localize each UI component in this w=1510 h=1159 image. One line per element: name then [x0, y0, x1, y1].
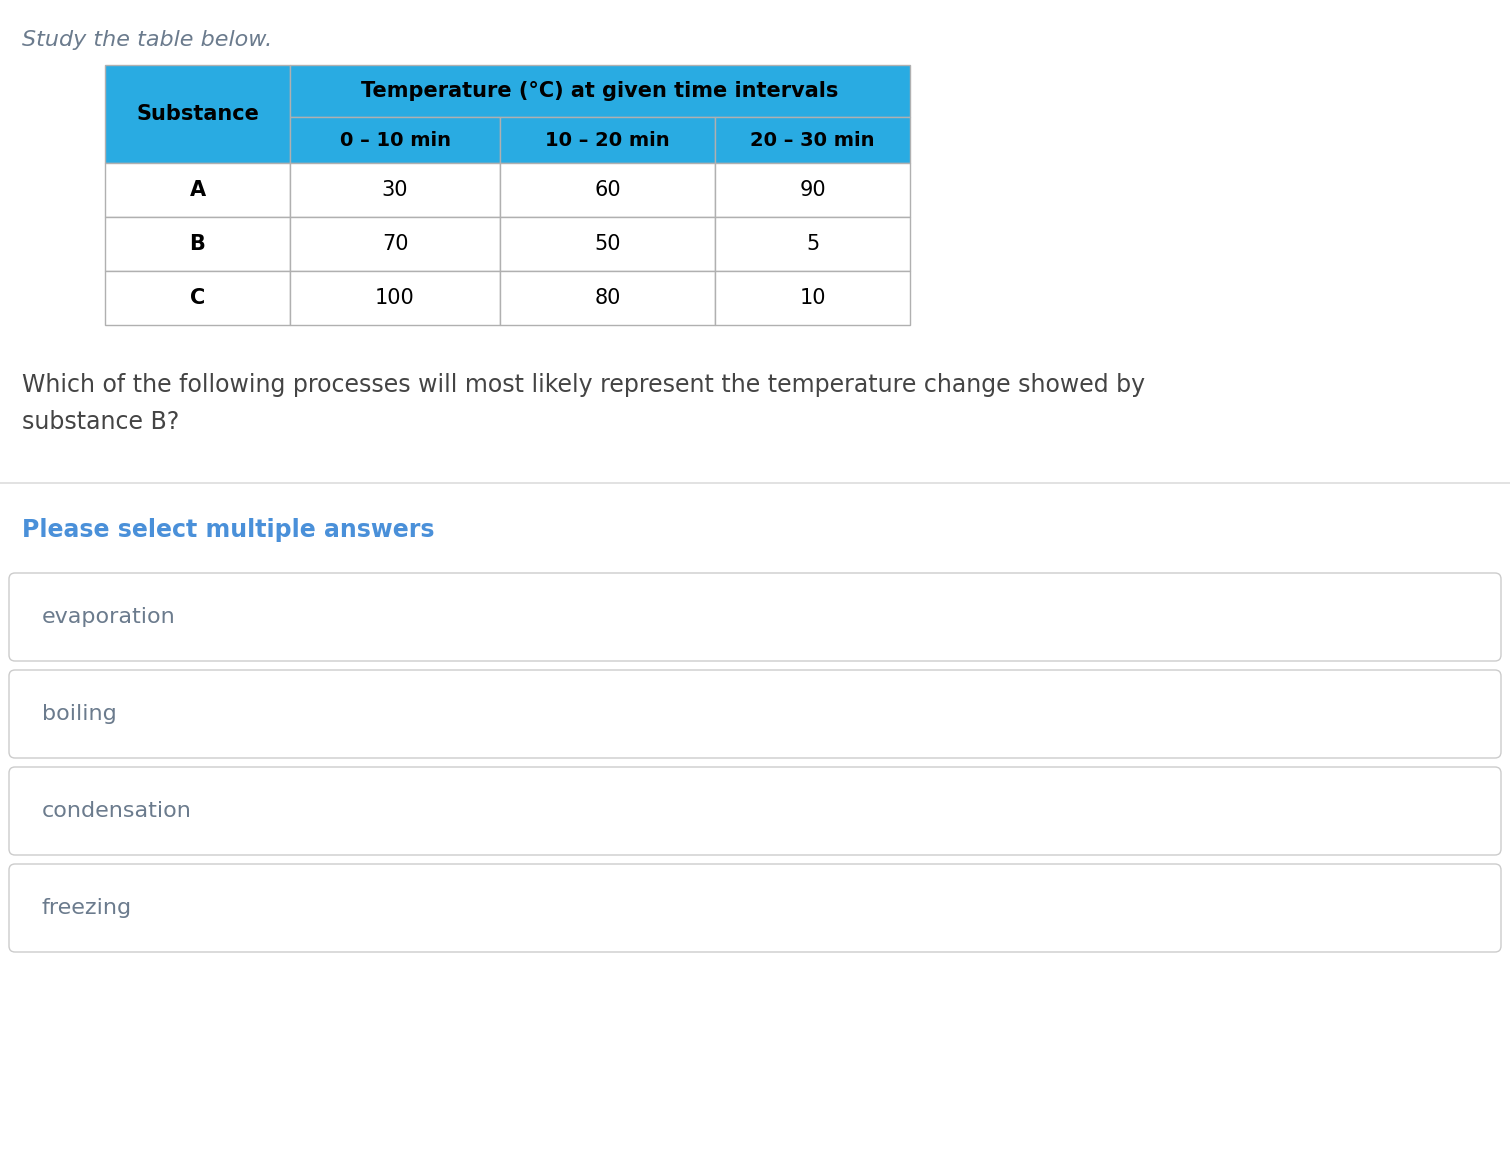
Text: 100: 100 — [374, 287, 415, 308]
Bar — [290, 117, 500, 163]
Text: 60: 60 — [595, 180, 621, 201]
Bar — [500, 163, 716, 217]
Text: freezing: freezing — [42, 898, 133, 918]
Text: 0 – 10 min: 0 – 10 min — [340, 131, 450, 150]
Bar — [716, 163, 911, 217]
Bar — [106, 217, 290, 271]
Bar — [500, 271, 716, 325]
Bar — [716, 117, 911, 163]
Text: Temperature (°C) at given time intervals: Temperature (°C) at given time intervals — [361, 81, 838, 101]
Text: boiling: boiling — [42, 704, 116, 724]
Text: C: C — [190, 287, 205, 308]
FancyBboxPatch shape — [9, 670, 1501, 758]
FancyBboxPatch shape — [9, 573, 1501, 661]
Bar — [500, 117, 716, 163]
Bar — [500, 217, 716, 271]
Bar — [106, 65, 290, 163]
Text: 80: 80 — [595, 287, 621, 308]
Text: 10 – 20 min: 10 – 20 min — [545, 131, 670, 150]
Bar — [716, 217, 911, 271]
Text: 5: 5 — [806, 234, 818, 254]
Text: Which of the following processes will most likely represent the temperature chan: Which of the following processes will mo… — [23, 373, 1145, 435]
Bar — [290, 271, 500, 325]
Bar — [716, 271, 911, 325]
Text: 10: 10 — [799, 287, 826, 308]
Text: Substance: Substance — [136, 104, 258, 124]
Text: Please select multiple answers: Please select multiple answers — [23, 518, 435, 542]
Bar — [290, 163, 500, 217]
Text: condensation: condensation — [42, 801, 192, 821]
Bar — [290, 65, 911, 117]
Text: A: A — [189, 180, 205, 201]
Bar — [290, 217, 500, 271]
Text: 90: 90 — [799, 180, 826, 201]
Bar — [106, 163, 290, 217]
FancyBboxPatch shape — [9, 863, 1501, 952]
Text: 30: 30 — [382, 180, 408, 201]
Text: 70: 70 — [382, 234, 408, 254]
Text: evaporation: evaporation — [42, 607, 175, 627]
Text: 20 – 30 min: 20 – 30 min — [750, 131, 874, 150]
Text: Study the table below.: Study the table below. — [23, 30, 272, 50]
FancyBboxPatch shape — [9, 767, 1501, 855]
Bar — [106, 271, 290, 325]
Text: B: B — [190, 234, 205, 254]
Text: 50: 50 — [595, 234, 621, 254]
